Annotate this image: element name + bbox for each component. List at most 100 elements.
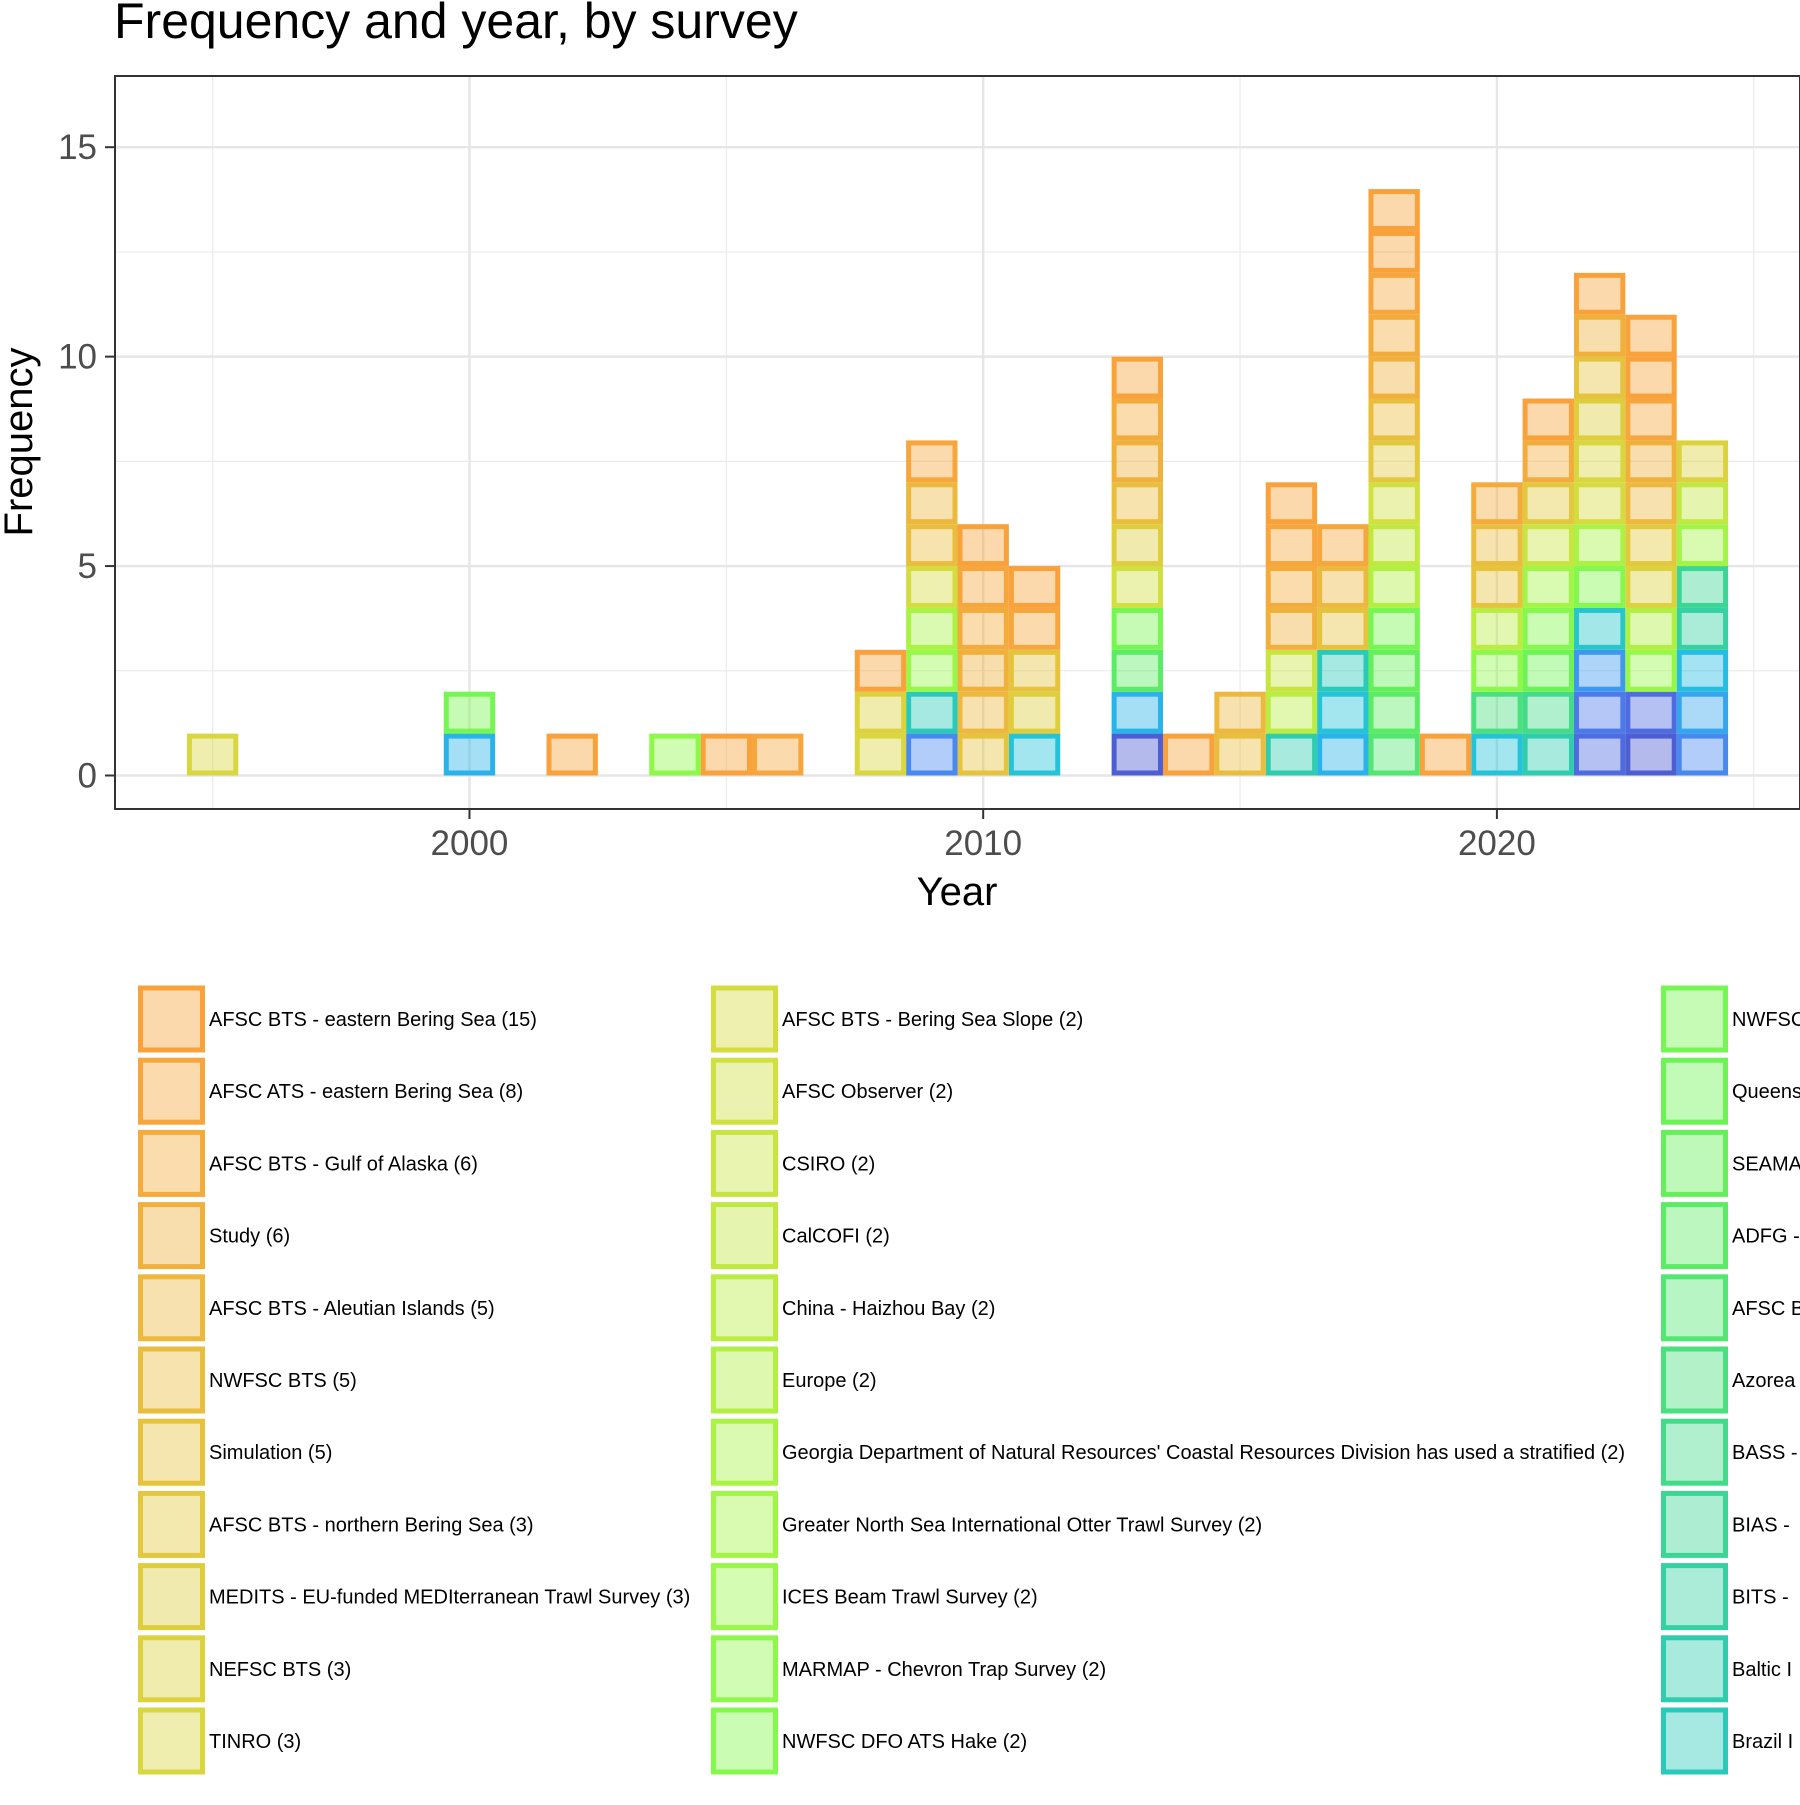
bar-segment bbox=[1628, 610, 1674, 647]
legend-label: Azorea bbox=[1732, 1370, 1796, 1392]
legend-label: CSIRO (2) bbox=[782, 1153, 875, 1175]
bar-segment bbox=[1628, 485, 1674, 522]
bar-segment bbox=[1320, 694, 1366, 731]
legend-swatch bbox=[714, 1421, 776, 1483]
legend-swatch bbox=[714, 1566, 776, 1628]
legend-swatch bbox=[141, 1277, 203, 1339]
bar-segment bbox=[1628, 527, 1674, 564]
bar-segment bbox=[1525, 652, 1571, 689]
bar-segment bbox=[1371, 275, 1417, 312]
bar-segment bbox=[703, 736, 749, 773]
bar-segment bbox=[1371, 485, 1417, 522]
bar-segment bbox=[960, 610, 1006, 647]
bar-segment bbox=[1679, 652, 1725, 689]
bar-segment bbox=[1474, 694, 1520, 731]
legend-swatch bbox=[714, 1277, 776, 1339]
bar-segment bbox=[1114, 359, 1160, 396]
bar-segment bbox=[1114, 569, 1160, 606]
legend-swatch bbox=[141, 1349, 203, 1411]
bar-segment bbox=[1525, 736, 1571, 773]
legend-label: NWFSC DFO ATS Hake (2) bbox=[782, 1731, 1027, 1753]
legend-swatch bbox=[1664, 1566, 1726, 1628]
legend-swatch bbox=[1664, 1638, 1726, 1700]
bar-segment bbox=[909, 527, 955, 564]
bar-segment bbox=[1114, 610, 1160, 647]
bar-segment bbox=[1679, 527, 1725, 564]
bar-segment bbox=[1474, 652, 1520, 689]
bar-segment bbox=[909, 694, 955, 731]
bar-segment bbox=[1371, 317, 1417, 354]
bar-segment bbox=[189, 736, 235, 773]
x-tick-label: 2020 bbox=[1458, 824, 1536, 863]
bar-segment bbox=[1320, 652, 1366, 689]
bar-segment bbox=[1679, 736, 1725, 773]
legend-label: Simulation (5) bbox=[209, 1442, 332, 1464]
bar-segment bbox=[857, 694, 903, 731]
bar-segment bbox=[1576, 275, 1622, 312]
bar-segment bbox=[652, 736, 698, 773]
bar-segment bbox=[1371, 359, 1417, 396]
legend-label: TINRO (3) bbox=[209, 1731, 301, 1753]
bar-segment bbox=[960, 652, 1006, 689]
legend-label: MARMAP - Chevron Trap Survey (2) bbox=[782, 1659, 1106, 1681]
legend-label: Greater North Sea International Otter Tr… bbox=[782, 1514, 1262, 1536]
legend-swatch bbox=[714, 1638, 776, 1700]
legend-label: NWFSC bbox=[1732, 1009, 1800, 1031]
bar-segment bbox=[446, 736, 492, 773]
bar-segment bbox=[1525, 610, 1571, 647]
legend-swatch bbox=[1664, 1349, 1726, 1411]
bar-segment bbox=[909, 485, 955, 522]
legend-swatch bbox=[141, 1060, 203, 1122]
bar-segment bbox=[960, 527, 1006, 564]
bar-segment bbox=[1114, 485, 1160, 522]
legend-swatch bbox=[141, 1566, 203, 1628]
legend-swatch bbox=[141, 1493, 203, 1555]
bar-segment bbox=[1371, 652, 1417, 689]
y-tick-label: 10 bbox=[58, 338, 97, 377]
legend-label: CalCOFI (2) bbox=[782, 1226, 890, 1248]
bar-segment bbox=[1268, 485, 1314, 522]
bar-segment bbox=[1114, 401, 1160, 438]
legend-label: AFSC B bbox=[1732, 1298, 1800, 1320]
legend-swatch bbox=[141, 1638, 203, 1700]
legend-swatch bbox=[1664, 1205, 1726, 1267]
bar-segment bbox=[1628, 443, 1674, 480]
bar-segment bbox=[1679, 610, 1725, 647]
bar-segment bbox=[1525, 443, 1571, 480]
bar-segment bbox=[909, 443, 955, 480]
bar-segment bbox=[1628, 652, 1674, 689]
bar-segment bbox=[1320, 736, 1366, 773]
bar-segment bbox=[1576, 359, 1622, 396]
bar-segment bbox=[1114, 443, 1160, 480]
legend-label: AFSC BTS - eastern Bering Sea (15) bbox=[209, 1009, 537, 1031]
legend-swatch bbox=[714, 1060, 776, 1122]
legend-swatch bbox=[141, 988, 203, 1050]
legend-label: NWFSC BTS (5) bbox=[209, 1370, 357, 1392]
bar-segment bbox=[1576, 485, 1622, 522]
bar-segment bbox=[857, 736, 903, 773]
bar-segment bbox=[909, 569, 955, 606]
legend-label: Baltic I bbox=[1732, 1659, 1792, 1681]
bar-segment bbox=[909, 652, 955, 689]
legend-label: AFSC BTS - Bering Sea Slope (2) bbox=[782, 1009, 1083, 1031]
bar-segment bbox=[1371, 569, 1417, 606]
legend-swatch bbox=[714, 1205, 776, 1267]
bar-segment bbox=[1628, 736, 1674, 773]
bar-segment bbox=[1371, 610, 1417, 647]
legend-swatch bbox=[714, 1493, 776, 1555]
bar-segment bbox=[1320, 610, 1366, 647]
legend-swatch bbox=[714, 1710, 776, 1772]
bar-segment bbox=[1474, 569, 1520, 606]
bar-segment bbox=[1268, 569, 1314, 606]
bar-segment bbox=[960, 736, 1006, 773]
chart-title: Frequency and year, by survey bbox=[114, 0, 798, 49]
bar-segment bbox=[1114, 652, 1160, 689]
bar-segment bbox=[1576, 527, 1622, 564]
bar-segment bbox=[960, 694, 1006, 731]
bar-segment bbox=[857, 652, 903, 689]
x-axis-title: Year bbox=[917, 870, 998, 914]
bar-segment bbox=[1371, 694, 1417, 731]
legend-swatch bbox=[141, 1421, 203, 1483]
bar-segment bbox=[1268, 652, 1314, 689]
bar-segment bbox=[1576, 694, 1622, 731]
